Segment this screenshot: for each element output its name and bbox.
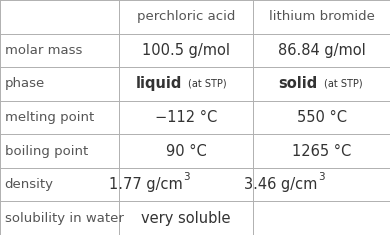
- Text: very soluble: very soluble: [142, 211, 231, 226]
- Text: 3: 3: [319, 172, 325, 182]
- Text: solubility in water: solubility in water: [5, 212, 124, 225]
- Text: (at STP): (at STP): [188, 79, 227, 89]
- Text: 1.77 g/cm: 1.77 g/cm: [108, 177, 182, 192]
- Text: boiling point: boiling point: [5, 145, 88, 158]
- Text: (at STP): (at STP): [324, 79, 362, 89]
- Text: 86.84 g/mol: 86.84 g/mol: [278, 43, 366, 58]
- Text: melting point: melting point: [5, 111, 94, 124]
- Text: phase: phase: [5, 77, 45, 90]
- Text: 550 °C: 550 °C: [297, 110, 347, 125]
- Text: lithium bromide: lithium bromide: [269, 10, 375, 23]
- Text: solid: solid: [278, 76, 318, 91]
- Text: 3: 3: [183, 172, 190, 182]
- Text: −112 °C: −112 °C: [155, 110, 217, 125]
- Text: perchloric acid: perchloric acid: [137, 10, 236, 23]
- Text: 90 °C: 90 °C: [166, 144, 207, 159]
- Text: liquid: liquid: [136, 76, 182, 91]
- Text: 100.5 g/mol: 100.5 g/mol: [142, 43, 230, 58]
- Text: density: density: [5, 178, 54, 191]
- Text: 1265 °C: 1265 °C: [292, 144, 351, 159]
- Text: molar mass: molar mass: [5, 44, 82, 57]
- Text: 3.46 g/cm: 3.46 g/cm: [245, 177, 318, 192]
